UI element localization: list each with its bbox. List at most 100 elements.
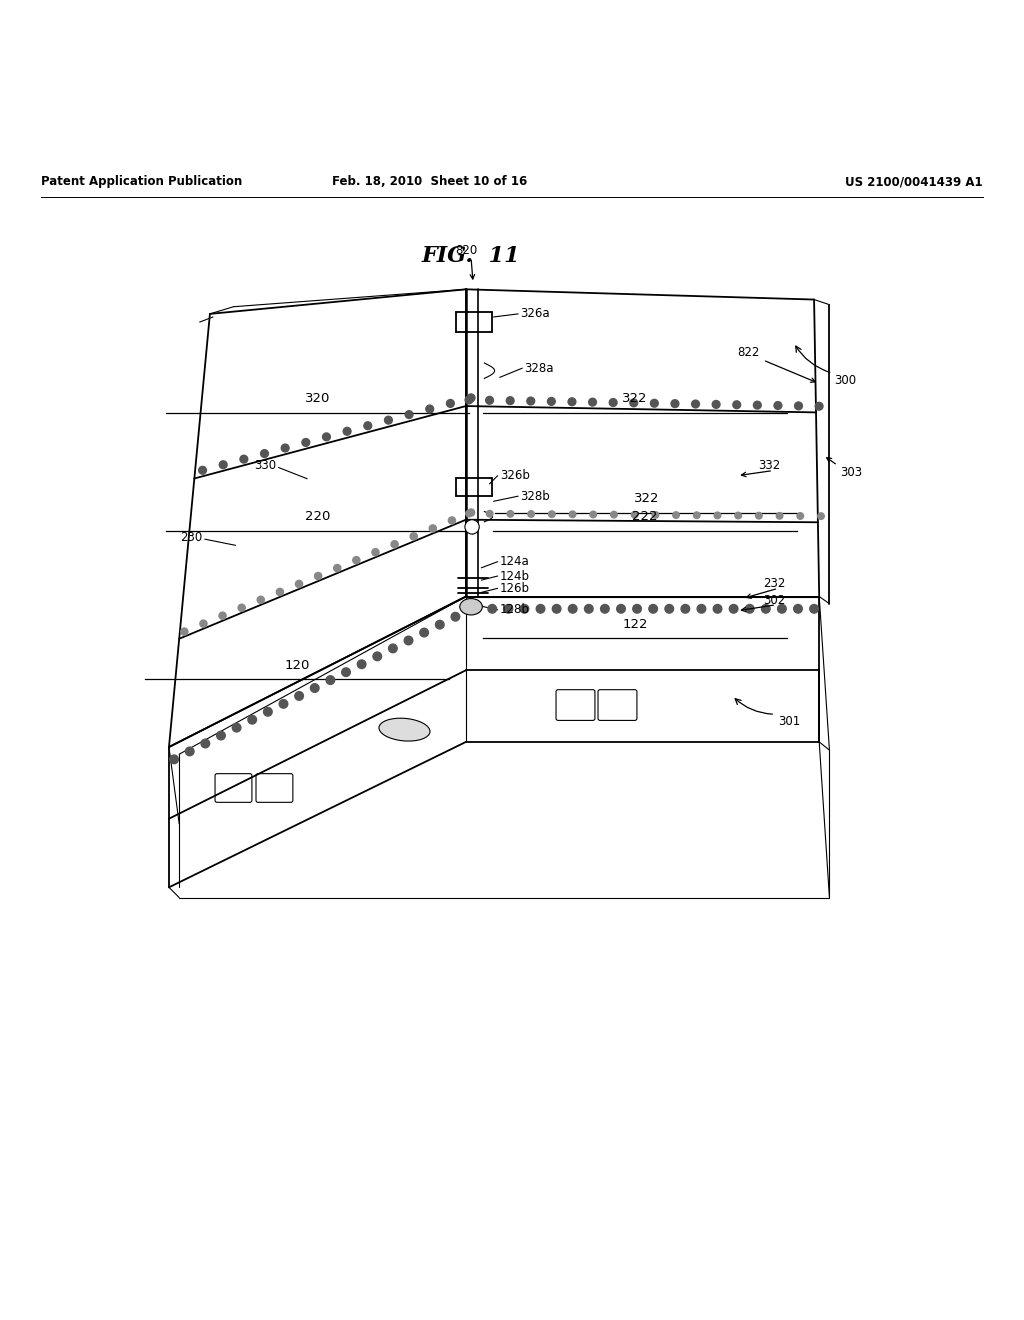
- Circle shape: [729, 605, 738, 612]
- Circle shape: [385, 416, 392, 424]
- Text: 122: 122: [623, 618, 647, 631]
- Text: Feb. 18, 2010  Sheet 10 of 16: Feb. 18, 2010 Sheet 10 of 16: [333, 176, 527, 189]
- Circle shape: [282, 444, 289, 451]
- Circle shape: [426, 405, 433, 413]
- Circle shape: [296, 581, 303, 587]
- Circle shape: [713, 400, 720, 408]
- Circle shape: [797, 512, 804, 519]
- Text: US 2100/0041439 A1: US 2100/0041439 A1: [846, 176, 983, 189]
- Circle shape: [777, 605, 786, 612]
- Circle shape: [465, 396, 473, 404]
- Circle shape: [199, 466, 207, 474]
- Circle shape: [745, 605, 754, 612]
- Circle shape: [616, 605, 626, 612]
- Circle shape: [357, 660, 366, 668]
- Circle shape: [295, 692, 303, 700]
- Circle shape: [429, 525, 436, 532]
- Circle shape: [665, 605, 674, 612]
- Circle shape: [488, 605, 497, 612]
- Circle shape: [549, 511, 555, 517]
- Circle shape: [466, 511, 472, 517]
- Circle shape: [810, 605, 818, 612]
- Circle shape: [280, 700, 288, 708]
- Circle shape: [449, 517, 456, 524]
- Circle shape: [388, 644, 397, 652]
- Circle shape: [697, 605, 706, 612]
- Circle shape: [465, 520, 479, 535]
- Circle shape: [248, 715, 257, 723]
- FancyBboxPatch shape: [598, 689, 637, 721]
- Circle shape: [650, 400, 658, 407]
- Text: 128b: 128b: [500, 603, 529, 616]
- Circle shape: [589, 399, 596, 407]
- Circle shape: [568, 605, 577, 612]
- Circle shape: [219, 612, 226, 619]
- Circle shape: [452, 612, 460, 620]
- Circle shape: [630, 399, 638, 407]
- Circle shape: [735, 512, 741, 519]
- Ellipse shape: [460, 598, 482, 615]
- Circle shape: [506, 397, 514, 404]
- Text: 822: 822: [737, 346, 760, 359]
- Text: 303: 303: [840, 466, 862, 479]
- Circle shape: [649, 605, 657, 612]
- Circle shape: [404, 636, 413, 644]
- Text: 302: 302: [763, 594, 785, 607]
- Circle shape: [762, 605, 770, 612]
- Circle shape: [585, 605, 593, 612]
- Circle shape: [673, 512, 679, 519]
- Circle shape: [691, 400, 699, 408]
- Circle shape: [323, 433, 331, 441]
- Circle shape: [185, 747, 194, 756]
- Circle shape: [485, 396, 494, 404]
- Text: 120: 120: [285, 659, 309, 672]
- Circle shape: [681, 605, 689, 612]
- Circle shape: [420, 628, 428, 636]
- Circle shape: [257, 597, 264, 603]
- FancyBboxPatch shape: [256, 774, 293, 803]
- Circle shape: [520, 605, 528, 612]
- Circle shape: [552, 605, 561, 612]
- Circle shape: [504, 605, 513, 612]
- Circle shape: [435, 620, 444, 628]
- Circle shape: [232, 723, 241, 731]
- Circle shape: [714, 512, 721, 519]
- Circle shape: [342, 668, 350, 676]
- Text: 301: 301: [778, 715, 801, 727]
- Text: 322: 322: [623, 392, 647, 405]
- Circle shape: [671, 400, 679, 408]
- Text: 126b: 126b: [500, 582, 529, 595]
- Text: 326b: 326b: [500, 469, 529, 482]
- Text: Patent Application Publication: Patent Application Publication: [41, 176, 243, 189]
- Text: FIG.  11: FIG. 11: [422, 244, 520, 267]
- Text: 300: 300: [835, 374, 857, 387]
- Circle shape: [818, 513, 824, 519]
- Circle shape: [238, 605, 246, 611]
- Circle shape: [467, 510, 475, 516]
- Circle shape: [180, 628, 188, 635]
- Circle shape: [467, 605, 475, 612]
- Circle shape: [391, 541, 398, 548]
- Circle shape: [373, 652, 382, 660]
- Circle shape: [815, 403, 823, 411]
- Circle shape: [310, 684, 319, 692]
- Circle shape: [774, 401, 781, 409]
- Text: 330: 330: [254, 459, 276, 473]
- Circle shape: [326, 676, 335, 684]
- Circle shape: [776, 512, 783, 519]
- Text: 220: 220: [305, 510, 330, 523]
- Circle shape: [527, 511, 535, 517]
- Text: 230: 230: [180, 531, 203, 544]
- Circle shape: [334, 565, 341, 572]
- Circle shape: [633, 605, 641, 612]
- Circle shape: [486, 511, 493, 517]
- Circle shape: [219, 461, 227, 469]
- Text: 124a: 124a: [500, 556, 529, 568]
- Circle shape: [263, 708, 272, 715]
- Circle shape: [406, 411, 413, 418]
- Circle shape: [693, 512, 700, 519]
- Circle shape: [609, 399, 617, 407]
- Circle shape: [548, 397, 555, 405]
- Circle shape: [261, 450, 268, 458]
- Circle shape: [364, 422, 372, 429]
